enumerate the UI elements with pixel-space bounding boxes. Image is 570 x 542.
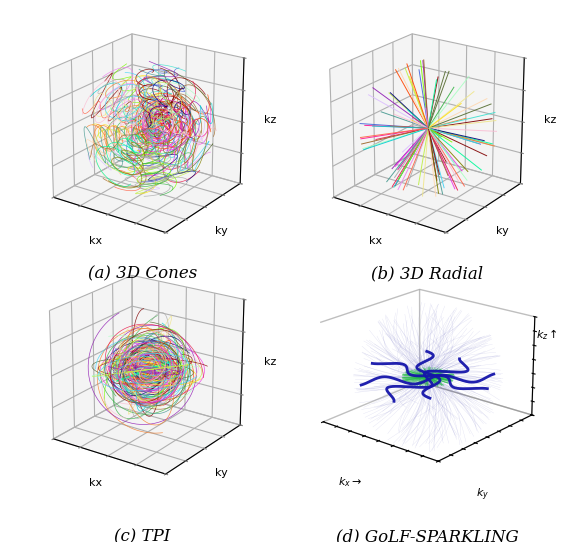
Y-axis label: ky: ky xyxy=(215,226,228,236)
X-axis label: kx: kx xyxy=(89,478,102,488)
Text: (a) 3D Cones: (a) 3D Cones xyxy=(88,265,197,282)
Text: (c) TPI: (c) TPI xyxy=(115,528,170,542)
X-axis label: kx: kx xyxy=(369,236,382,246)
Text: (b) 3D Radial: (b) 3D Radial xyxy=(372,265,483,282)
Text: $k_z\uparrow$: $k_z\uparrow$ xyxy=(536,327,557,342)
Y-axis label: ky: ky xyxy=(496,226,508,236)
Text: $k_y$: $k_y$ xyxy=(476,486,489,503)
X-axis label: kx: kx xyxy=(89,236,102,246)
Text: (d) GoLF-SPARKLING: (d) GoLF-SPARKLING xyxy=(336,528,519,542)
Y-axis label: ky: ky xyxy=(215,468,228,478)
Text: $k_x \rightarrow$: $k_x \rightarrow$ xyxy=(338,475,362,489)
